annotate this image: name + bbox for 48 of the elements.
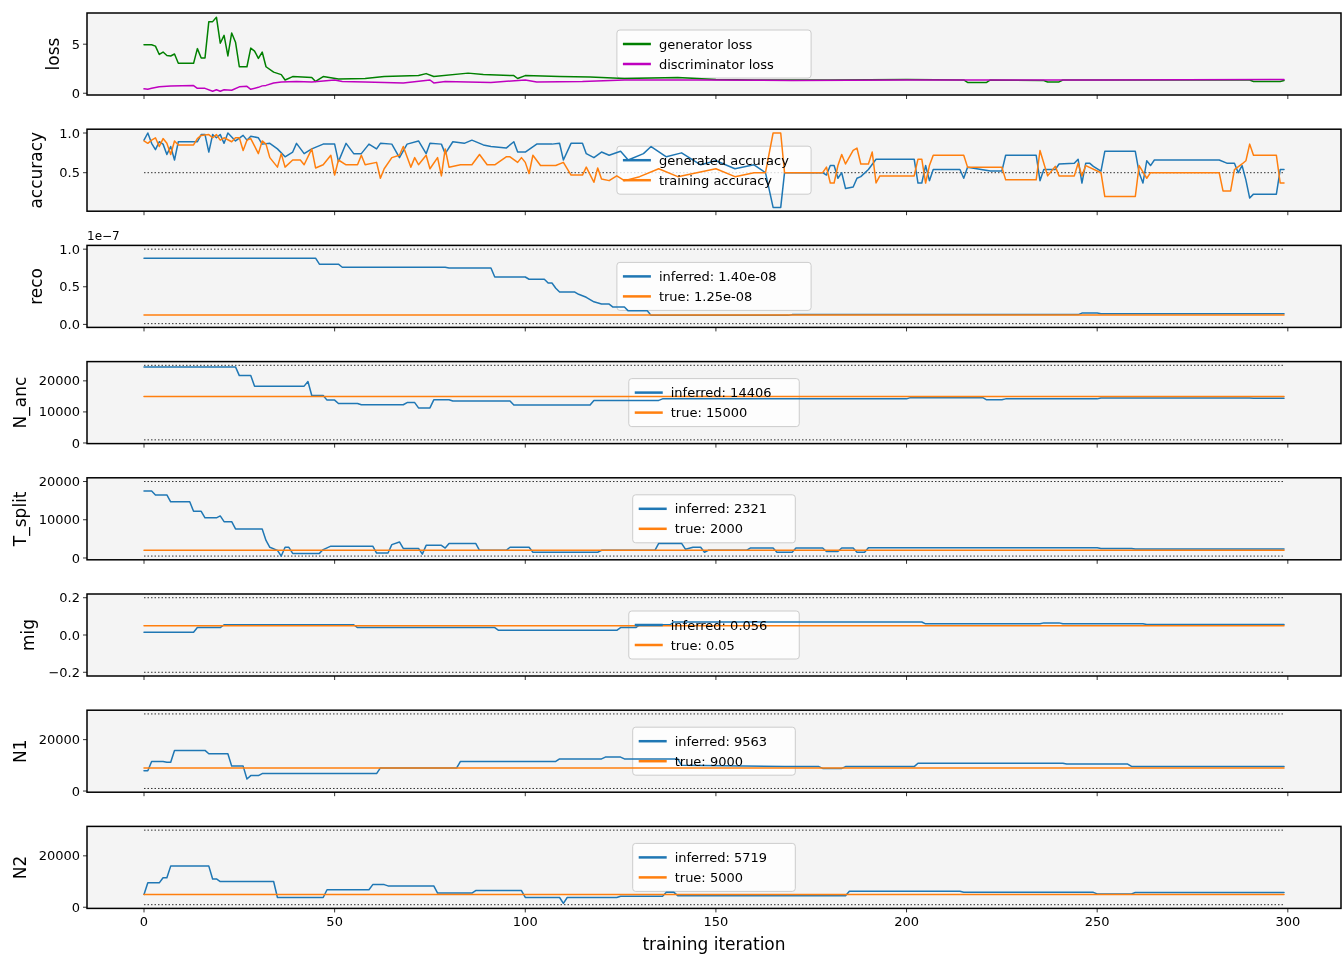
y-tick-label: 10000	[38, 404, 80, 420]
y-tick-label: 0	[71, 85, 80, 101]
x-tick-label: 200	[894, 914, 919, 930]
y-tick-label: 5	[71, 36, 80, 52]
y-tick-label: 20000	[38, 848, 80, 864]
y-axis-title: T_split	[9, 491, 31, 548]
y-axis-title: reco	[26, 267, 47, 305]
y-tick-label: 0.0	[59, 316, 80, 332]
y-tick-label: 20000	[38, 373, 80, 389]
y-tick-label: 10000	[38, 512, 80, 528]
y-tick-label: 0.0	[59, 627, 80, 643]
legend-label: inferred: 9563	[674, 733, 768, 749]
y-tick-label: 0	[71, 899, 80, 915]
legend-label: true: 15000	[670, 405, 748, 421]
x-axis-title: training iteration	[642, 934, 786, 955]
legend-label: true: 0.05	[670, 637, 735, 653]
x-tick-label: 150	[703, 914, 729, 930]
y-axis-title: loss	[42, 37, 63, 71]
y-tick-label: 1.0	[59, 125, 80, 141]
x-tick-label: 50	[326, 914, 343, 930]
y-axis-title: N_anc	[9, 376, 31, 429]
y-tick-label: 0.5	[59, 279, 80, 295]
y-tick-label: 0.2	[59, 590, 80, 606]
y-tick-label: 20000	[38, 732, 80, 748]
y-tick-label: 0	[71, 550, 80, 566]
y-axis-title: accuracy	[26, 131, 47, 209]
x-tick-label: 300	[1275, 914, 1301, 930]
y-axis-title: N1	[9, 739, 30, 763]
y-tick-label: −0.2	[48, 664, 80, 680]
y-axis-title: N2	[9, 855, 30, 880]
y-tick-label: 0	[71, 435, 80, 451]
legend-label: true: 5000	[674, 869, 743, 885]
legend-label: true: 2000	[674, 521, 743, 537]
y-tick-label: 0	[71, 783, 80, 799]
y-axis-title: mig	[17, 618, 38, 652]
text: 1e−7	[87, 229, 120, 244]
legend-label: discriminator loss	[658, 56, 774, 72]
x-tick-label: 100	[512, 914, 538, 930]
x-tick-label: 0	[139, 914, 149, 930]
y-tick-label: 20000	[38, 474, 80, 490]
legend-label: inferred: 2321	[674, 501, 768, 517]
x-tick-label: 250	[1084, 914, 1110, 930]
y-tick-label: 0.5	[59, 165, 80, 181]
legend-label: inferred: 5719	[674, 849, 768, 865]
legend-label: inferred: 1.40e-08	[658, 268, 777, 284]
legend-label: generator loss	[658, 36, 753, 52]
y-tick-label: 1.0	[59, 241, 80, 257]
legend-label: true: 1.25e-08	[658, 288, 753, 304]
